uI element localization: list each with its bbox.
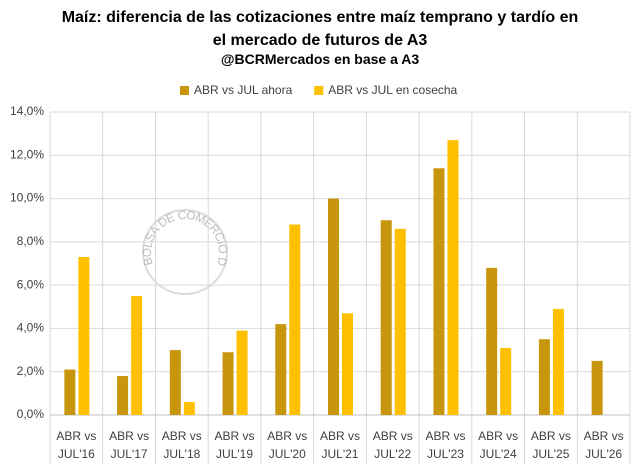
- x-tick-label: ABR vs JUL'17: [109, 429, 150, 461]
- bar: [447, 140, 459, 415]
- bar: [538, 339, 550, 415]
- y-tick-label: 12,0%: [10, 147, 44, 161]
- x-tick-label: ABR vs JUL'25: [530, 429, 571, 461]
- bar: [591, 360, 603, 415]
- x-tick-label: ABR vs JUL'18: [161, 429, 202, 461]
- bar: [169, 350, 181, 415]
- chart-title: Maíz: diferencia de las cotizaciones ent…: [61, 9, 579, 49]
- y-tick-label: 6,0%: [17, 277, 45, 291]
- bar: [328, 198, 339, 415]
- y-tick-label: 14,0%: [10, 104, 44, 118]
- y-tick-label: 2,0%: [17, 364, 45, 378]
- bar: [486, 267, 498, 415]
- x-tick-label: ABR vs JUL'22: [372, 429, 413, 461]
- bar: [183, 402, 195, 415]
- y-tick-label: 10,0%: [10, 191, 44, 205]
- bar: [394, 228, 406, 415]
- watermark-ring: [142, 209, 228, 295]
- x-tick-label: ABR vs JUL'19: [214, 429, 255, 461]
- legend-swatch: [314, 86, 324, 95]
- bar: [433, 168, 445, 415]
- bar: [117, 376, 129, 415]
- bar: [552, 308, 564, 415]
- x-tick-label: ABR vs JUL'26: [583, 429, 624, 461]
- bar: [342, 313, 353, 415]
- legend-swatch: [180, 86, 189, 95]
- x-tick-label: ABR vs JUL'20: [267, 429, 308, 461]
- x-tick-label: ABR vs JUL'24: [478, 429, 519, 461]
- bar: [275, 324, 287, 415]
- bar: [380, 220, 392, 415]
- x-tick-label: ABR vs JUL'21: [319, 429, 360, 461]
- bar: [131, 295, 143, 415]
- y-tick-label: 8,0%: [17, 234, 45, 248]
- x-tick-label: ABR vs JUL'23: [425, 429, 466, 461]
- chart-subtitle: @BCRMercados en base a A3: [220, 51, 420, 67]
- legend-label: ABR vs JUL en cosecha: [328, 83, 457, 97]
- bar: [289, 224, 301, 415]
- y-tick-label: 4,0%: [17, 321, 45, 335]
- bar: [500, 347, 512, 415]
- bar: [64, 369, 76, 415]
- y-tick-label: 0,0%: [17, 407, 45, 421]
- bar: [236, 330, 248, 415]
- legend-label: ABR vs JUL ahora: [194, 83, 293, 97]
- x-tick-label: ABR vs JUL'16: [56, 429, 97, 461]
- bar: [78, 257, 90, 415]
- bar: [222, 352, 234, 415]
